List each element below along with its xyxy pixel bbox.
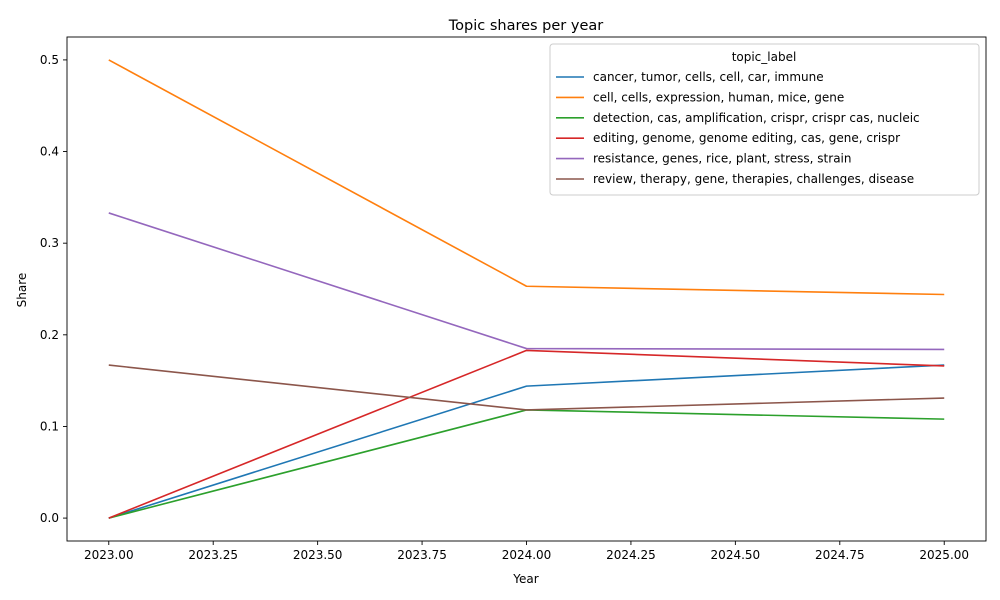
series-line-2 [108, 59, 945, 296]
legend-title: topic_label [732, 50, 797, 64]
x-tick-label: 2023.50 [293, 548, 343, 562]
y-tick-label: 0.1 [40, 419, 59, 433]
x-tick-label: 2024.25 [606, 548, 656, 562]
y-axis-label: Share [15, 273, 29, 308]
series-line-5 [108, 212, 945, 351]
legend-label: cancer, tumor, cells, cell, car, immune [593, 70, 824, 84]
x-tick-label: 2023.75 [397, 548, 447, 562]
legend-box [549, 43, 980, 196]
legend-label: detection, cas, amplification, crispr, c… [593, 111, 920, 125]
series-layer [108, 59, 945, 519]
legend: topic_label cancer, tumor, cells, cell, … [549, 43, 980, 196]
x-tick-label: 2024.00 [502, 548, 552, 562]
series-line-1 [108, 364, 945, 519]
series-line-3 [108, 409, 945, 519]
y-tick-label: 0.5 [40, 53, 59, 67]
legend-label: editing, genome, genome editing, cas, ge… [593, 131, 900, 145]
y-tick-label: 0.4 [40, 145, 59, 159]
legend-label: resistance, genes, rice, plant, stress, … [593, 152, 851, 166]
y-axis-ticks: 0.0 0.1 0.2 0.3 0.4 0.5 [40, 53, 67, 525]
legend-label: review, therapy, gene, therapies, challe… [593, 172, 914, 186]
legend-items: cancer, tumor, cells, cell, car, immune c… [556, 70, 920, 186]
chart-title: Topic shares per year [448, 18, 604, 34]
y-tick-label: 0.0 [40, 511, 59, 525]
x-tick-label: 2023.25 [188, 548, 238, 562]
x-tick-label: 2023.00 [84, 548, 134, 562]
x-tick-label: 2024.50 [711, 548, 761, 562]
x-axis-ticks: 2023.00 2023.25 2023.50 2023.75 2024.00 2024.… [84, 541, 969, 562]
x-tick-label: 2025.00 [919, 548, 969, 562]
y-tick-label: 0.2 [40, 328, 59, 342]
series-line-6 [108, 364, 945, 411]
series-line-4 [108, 349, 945, 519]
x-axis-label: Year [512, 572, 538, 586]
legend-label: cell, cells, expression, human, mice, ge… [593, 90, 844, 104]
y-tick-label: 0.3 [40, 236, 59, 250]
x-tick-label: 2024.75 [815, 548, 865, 562]
